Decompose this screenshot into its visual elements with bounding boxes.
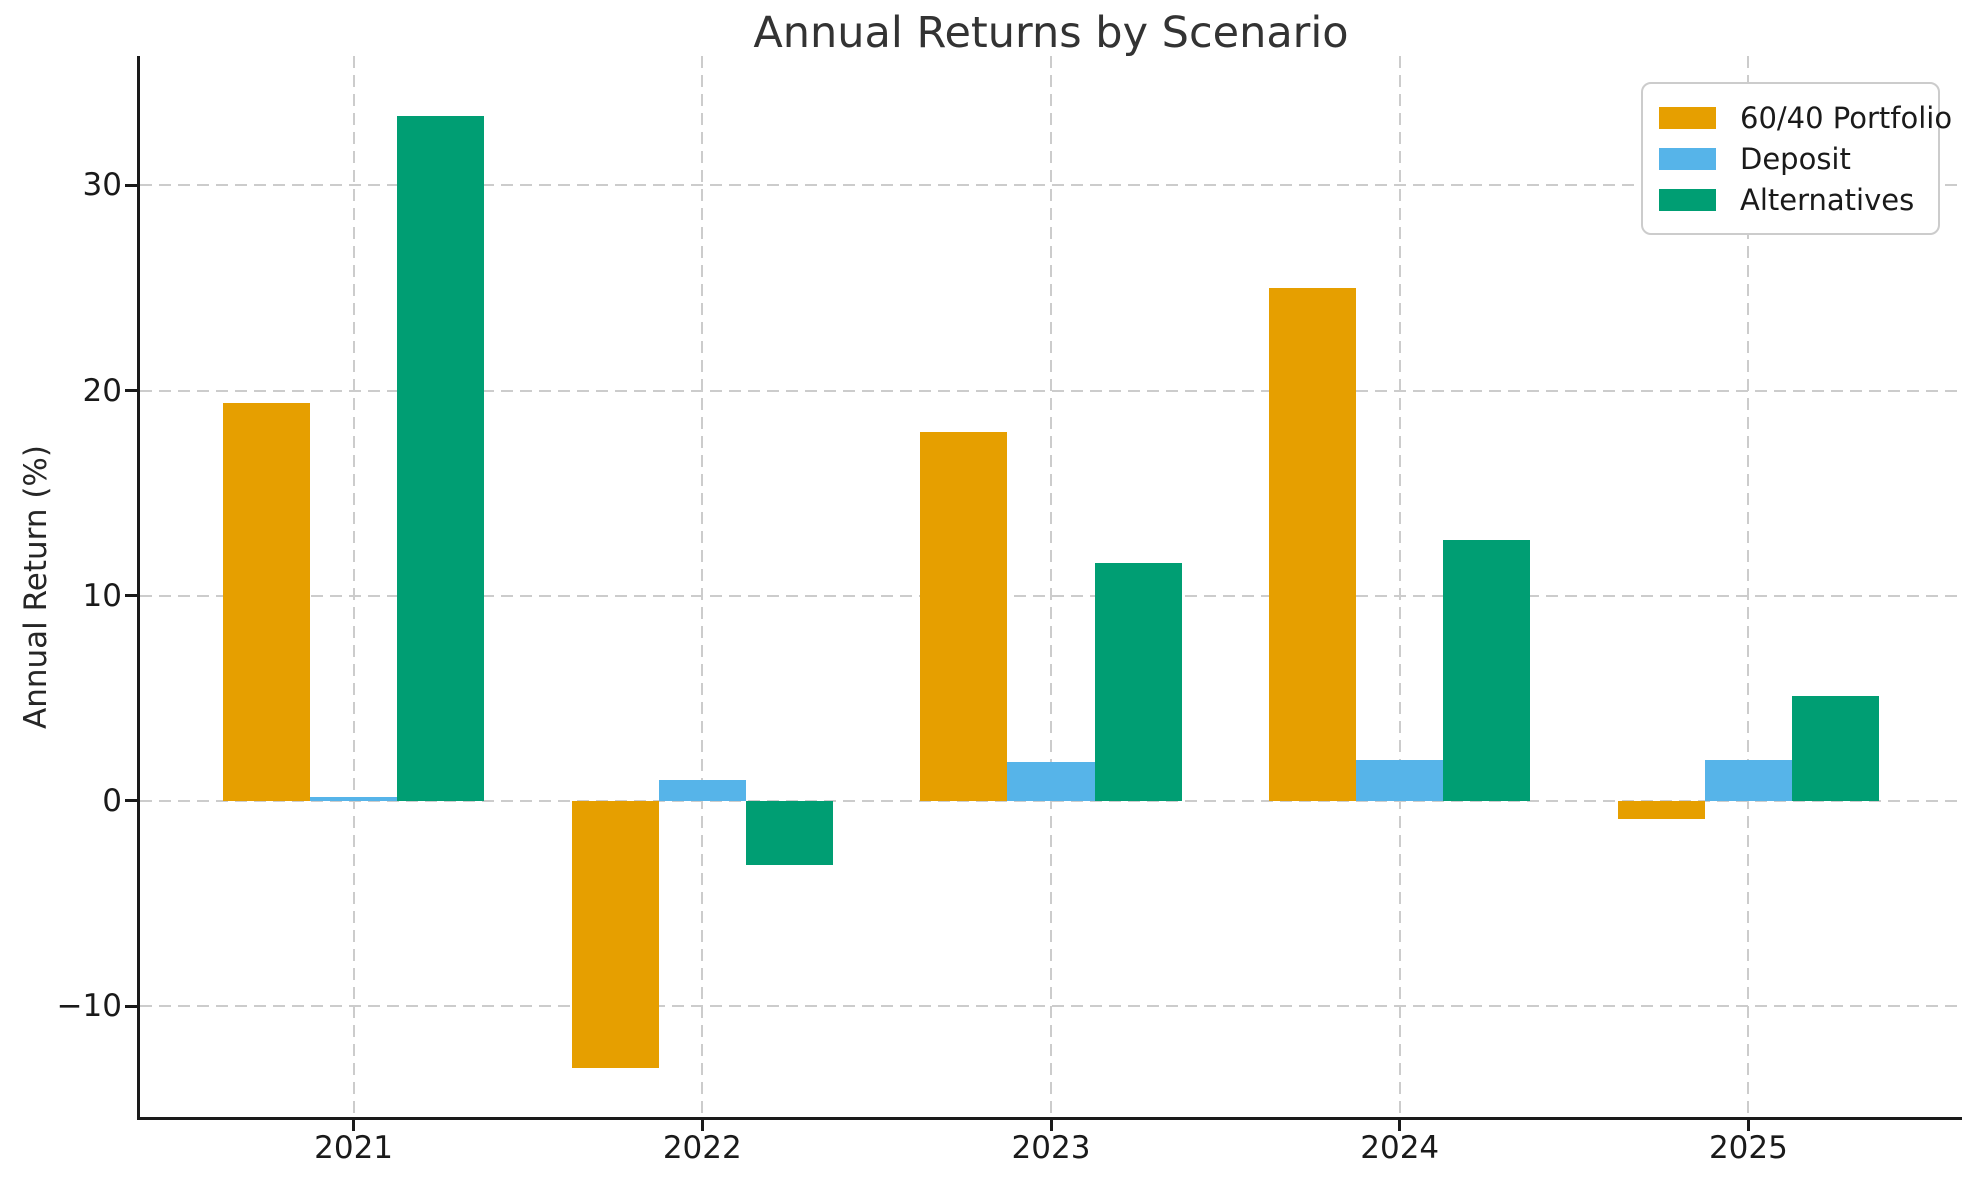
gridlines-layer — [140, 56, 1962, 1117]
v-gridline — [1050, 56, 1052, 1117]
legend: 60/40 Portfolio Deposit Alternatives — [1641, 82, 1952, 235]
v-gridline — [1398, 56, 1401, 1117]
bar-deposit-2021 — [309, 796, 398, 801]
bar-60-40-portfolio-2021 — [222, 402, 310, 801]
x-tick-label: 2025 — [1708, 1130, 1788, 1166]
bar-60-40-portfolio-2023 — [920, 431, 1008, 801]
bar-alternatives-2022 — [745, 800, 834, 865]
chart-title: Annual Returns by Scenario — [753, 8, 1349, 58]
x-tick-mark — [700, 1118, 704, 1131]
legend-swatch — [1659, 147, 1716, 170]
bar-alternatives-2025 — [1792, 696, 1880, 801]
legend-label: Alternatives — [1740, 182, 1915, 217]
x-tick-label: 2022 — [662, 1130, 742, 1166]
bar-alternatives-2021 — [397, 115, 485, 801]
legend-item: Deposit — [1659, 138, 1920, 179]
bar-alternatives-2024 — [1443, 540, 1531, 801]
legend-swatch — [1659, 106, 1716, 129]
bar-deposit-2024 — [1356, 759, 1444, 801]
bars-layer — [140, 56, 1962, 1117]
bar-alternatives-2023 — [1094, 562, 1182, 801]
y-tick-mark — [125, 183, 138, 187]
bar-deposit-2023 — [1007, 761, 1095, 801]
y-tick-mark — [125, 594, 138, 598]
x-tick-label: 2023 — [1011, 1130, 1091, 1166]
legend-label: Deposit — [1740, 141, 1851, 176]
x-tick-label: 2024 — [1360, 1130, 1440, 1166]
legend-item: 60/40 Portfolio — [1659, 97, 1952, 138]
v-gridline — [701, 56, 704, 1117]
y-tick-label: 10 — [82, 577, 122, 614]
bar-60-40-portfolio-2022 — [571, 800, 659, 1068]
bar-60-40-portfolio-2025 — [1617, 800, 1705, 820]
y-tick-mark — [125, 799, 138, 803]
bar-deposit-2025 — [1704, 759, 1792, 801]
x-tick-mark — [1746, 1118, 1750, 1131]
x-tick-label: 2021 — [314, 1130, 394, 1166]
y-tick-mark — [125, 1004, 138, 1008]
y-tick-mark — [125, 389, 138, 392]
legend-swatch — [1659, 188, 1716, 211]
legend-item: Alternatives — [1659, 179, 1920, 220]
x-tick-mark — [1398, 1118, 1402, 1131]
y-tick-label: 0 — [102, 782, 122, 819]
v-gridline — [352, 56, 355, 1117]
bar-deposit-2022 — [658, 780, 746, 801]
plot-area: 60/40 Portfolio Deposit Alternatives — [137, 56, 1962, 1120]
y-tick-label: 20 — [82, 372, 122, 409]
y-tick-label: 30 — [82, 167, 122, 204]
x-tick-mark — [1049, 1118, 1053, 1131]
x-tick-mark — [352, 1118, 356, 1131]
v-gridline — [1747, 56, 1750, 1117]
y-axis-spine — [137, 56, 140, 1117]
bar-60-40-portfolio-2024 — [1268, 287, 1357, 801]
y-tick-label: −10 — [56, 988, 122, 1025]
legend-label: 60/40 Portfolio — [1740, 100, 1953, 135]
